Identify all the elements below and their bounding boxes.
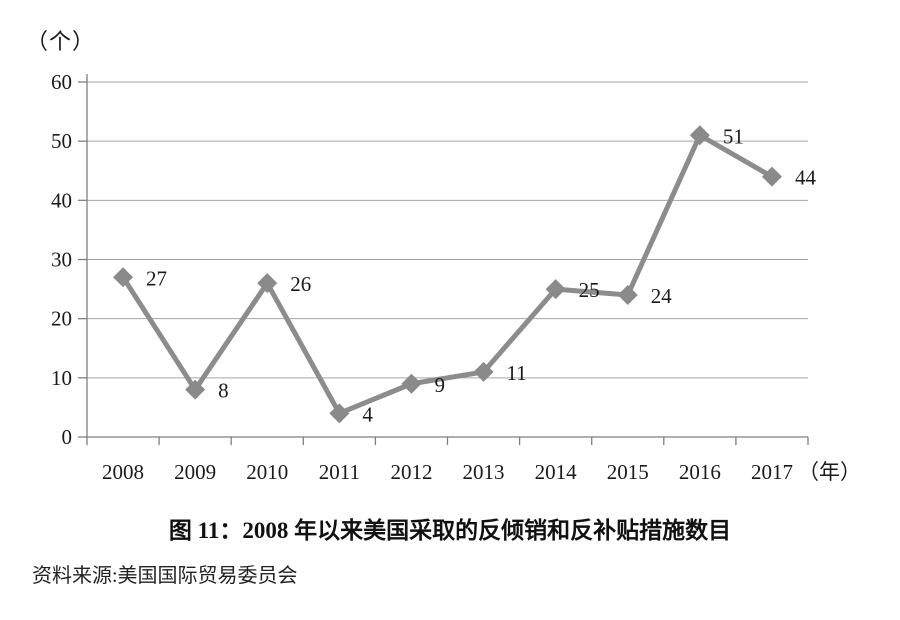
data-point-marker: [401, 373, 422, 394]
y-tick-label: 50: [51, 129, 72, 153]
data-point-marker: [113, 267, 134, 288]
data-label: 4: [362, 402, 373, 426]
x-tick-label: 2011: [319, 460, 360, 484]
x-axis-unit-label: （年）: [798, 460, 861, 484]
data-point-marker: [689, 125, 710, 146]
x-tick-label: 2008: [102, 460, 144, 484]
data-label: 9: [434, 373, 445, 397]
data-point-marker: [257, 273, 278, 294]
x-tick-label: 2017: [751, 460, 793, 484]
x-tick-label: 2013: [463, 460, 505, 484]
x-tick-label: 2016: [679, 460, 721, 484]
x-tick-label: 2010: [246, 460, 288, 484]
figure-title: 图 11：2008 年以来美国采取的反倾销和反补贴措施数目: [168, 518, 732, 543]
source-note: 资料来源:美国国际贸易委员会: [32, 565, 298, 587]
data-label: 51: [723, 124, 744, 148]
y-axis-unit-label: （个）: [26, 29, 96, 54]
data-label: 11: [507, 361, 527, 385]
y-tick-label: 0: [62, 425, 73, 449]
data-label: 27: [146, 266, 167, 290]
x-tick-label: 2015: [607, 460, 649, 484]
line-chart: 0 10 20 30 40 50 60 2008 2009 2010 2011 2012 2013 201…: [51, 70, 861, 484]
x-tick-label: 2012: [390, 460, 432, 484]
data-point-marker: [545, 279, 566, 300]
y-tick-label: 20: [51, 307, 72, 331]
y-tick-label: 60: [51, 70, 72, 94]
data-label: 24: [651, 284, 673, 308]
x-tick-label: 2009: [174, 460, 216, 484]
series-line: [120, 132, 775, 416]
data-label: 25: [579, 278, 600, 302]
data-point-marker: [617, 285, 638, 305]
data-label: 26: [290, 272, 311, 296]
data-point-marker: [329, 403, 350, 424]
data-point-marker: [185, 379, 206, 400]
data-label: 8: [218, 379, 229, 403]
y-tick-label: 30: [51, 248, 72, 272]
data-label: 44: [795, 166, 817, 190]
y-tick-label: 40: [51, 188, 72, 212]
x-tick-label: 2014: [535, 460, 578, 484]
y-tick-label: 10: [51, 366, 72, 390]
data-point-marker: [473, 361, 494, 382]
data-point-marker: [761, 166, 782, 187]
